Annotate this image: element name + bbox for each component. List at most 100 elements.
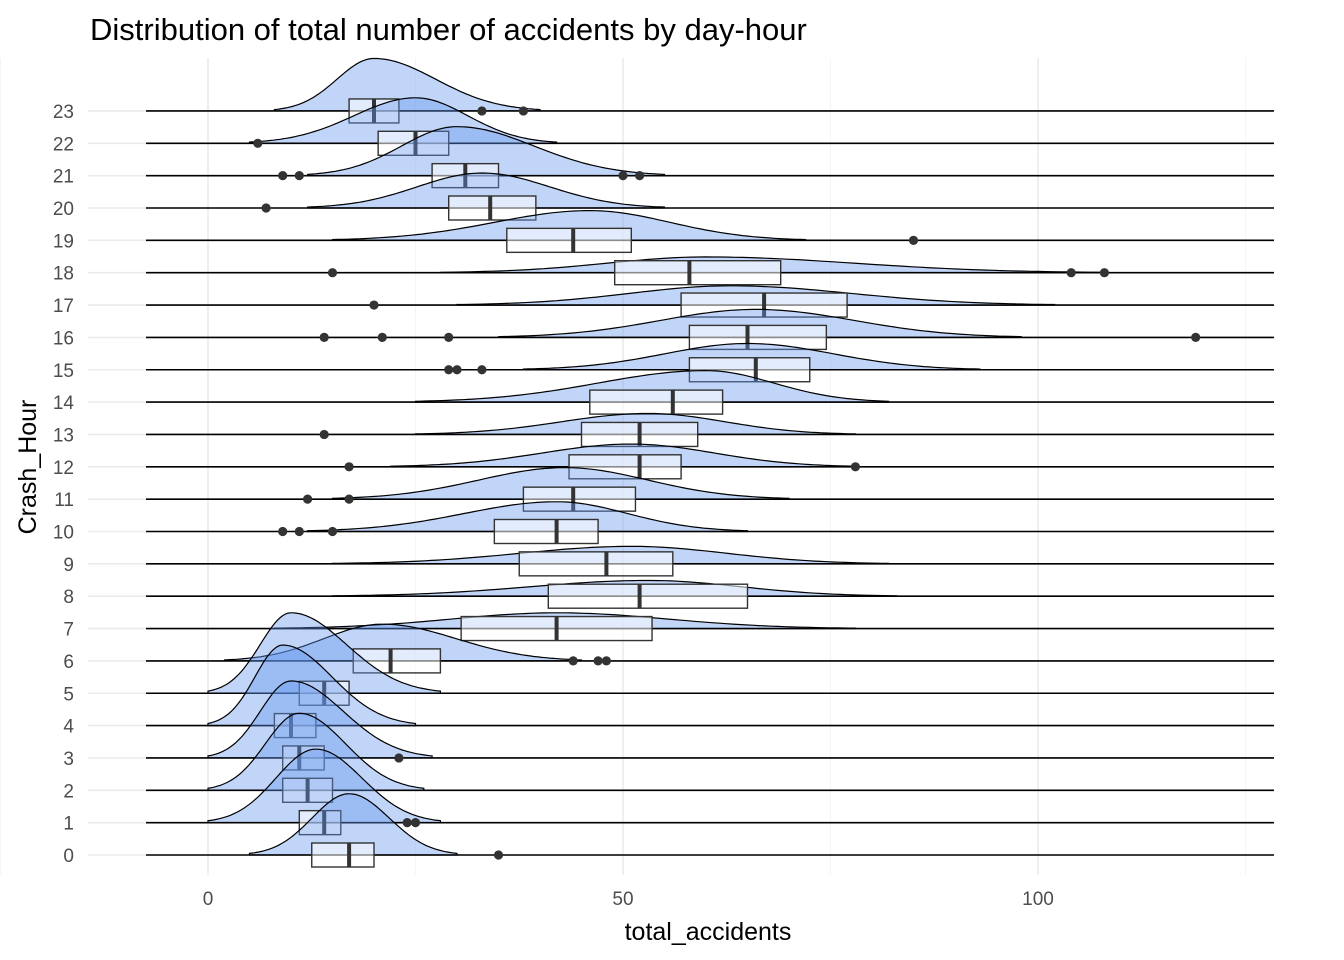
- y-tick-label: 14: [53, 393, 75, 414]
- ridge-hour-11: [146, 467, 1274, 512]
- y-tick-label: 19: [53, 231, 74, 252]
- y-tick-label: 11: [54, 490, 74, 511]
- outlier-point: [1099, 268, 1109, 278]
- y-tick-label: 13: [53, 425, 74, 446]
- boxplot-box: [522, 486, 637, 512]
- ridge-hour-5: [146, 612, 1274, 706]
- outlier-point: [327, 268, 338, 278]
- y-tick-label: 17: [53, 296, 74, 317]
- boxplot-box: [614, 260, 782, 286]
- ridge-hour-16: [146, 308, 1274, 351]
- y-tick-label: 9: [63, 555, 74, 576]
- y-tick-label: 0: [63, 846, 74, 867]
- boxplot-box: [547, 583, 749, 609]
- outlier-point: [568, 656, 578, 666]
- outlier-point: [850, 462, 861, 472]
- ridge-hour-0: [146, 793, 1274, 868]
- ridge-hour-22: [146, 97, 1274, 157]
- x-tick-label: 50: [612, 889, 633, 910]
- ridge-hour-4: [146, 644, 1274, 739]
- outlier-point: [518, 106, 529, 116]
- density-ridge: [207, 644, 417, 727]
- density-ridge: [307, 172, 666, 209]
- outlier-point: [477, 106, 487, 116]
- outlier-point: [618, 171, 628, 181]
- boxplot-box: [448, 195, 537, 221]
- outlier-point: [327, 526, 338, 537]
- outlier-point: [303, 494, 313, 504]
- y-tick-label: 7: [63, 620, 74, 641]
- boxplot-box: [282, 745, 325, 771]
- y-tick-label: 22: [53, 134, 74, 155]
- density-ridge: [522, 342, 981, 371]
- y-tick-label: 6: [63, 652, 74, 673]
- outlier-point: [294, 526, 304, 537]
- ridge-hour-15: [146, 342, 1274, 383]
- outlier-point: [1066, 268, 1076, 278]
- outlier-point: [452, 365, 462, 375]
- y-tick-label: 23: [53, 102, 74, 123]
- outlier-point: [261, 203, 271, 213]
- y-tick-label: 3: [63, 749, 74, 770]
- outlier-point: [601, 656, 612, 666]
- boxplot-box: [506, 227, 632, 254]
- ridge-hour-1: [146, 748, 1274, 836]
- x-tick-label: 100: [1022, 889, 1054, 910]
- density-ridge: [207, 680, 433, 759]
- x-axis-ticks: 0 50 100: [203, 889, 1054, 910]
- ridge-hour-3: [146, 680, 1274, 771]
- ridge-hour-23: [146, 57, 1274, 124]
- outlier-point: [635, 171, 645, 181]
- ridge-hour-19: [146, 210, 1274, 254]
- x-tick-label: 0: [203, 889, 214, 910]
- x-axis-title: total_accidents: [625, 918, 792, 946]
- outlier-point: [477, 365, 487, 375]
- density-ridge: [207, 612, 441, 694]
- y-tick-label: 8: [63, 587, 74, 608]
- outlier-point: [444, 365, 454, 375]
- outlier-point: [253, 138, 263, 148]
- ridge-hour-2: [146, 712, 1274, 803]
- outlier-point: [294, 171, 304, 181]
- boxplot-box: [518, 551, 674, 577]
- y-tick-label: 18: [53, 264, 74, 285]
- y-tick-label: 20: [53, 199, 74, 220]
- density-ridge: [224, 623, 583, 662]
- boxplot-box: [493, 518, 599, 545]
- outlier-point: [278, 526, 288, 537]
- ridge-hour-21: [146, 126, 1274, 189]
- outlier-point: [593, 656, 603, 666]
- density-ridge: [497, 308, 1022, 338]
- outlier-point: [377, 332, 387, 342]
- density-ridge: [307, 126, 666, 177]
- outlier-point: [444, 332, 454, 342]
- boxplot-box: [377, 130, 450, 157]
- outlier-point: [319, 332, 329, 342]
- outlier-point: [402, 818, 412, 828]
- density-ridge: [273, 57, 541, 112]
- density-ridge: [414, 369, 890, 403]
- y-tick-label: 5: [63, 684, 74, 705]
- ridge-hour-6: [146, 623, 1274, 674]
- boxplot-box: [688, 357, 811, 383]
- outlier-point: [344, 462, 354, 472]
- outlier-point: [394, 753, 404, 763]
- y-tick-label: 1: [63, 814, 74, 835]
- density-ridge: [331, 210, 807, 241]
- ridges: [146, 57, 1274, 868]
- density-ridge: [331, 467, 790, 500]
- density-ridge: [307, 501, 749, 533]
- ridge-hour-20: [146, 172, 1274, 221]
- ridge-hour-17: [146, 285, 1274, 318]
- ridge-hour-14: [146, 369, 1274, 415]
- density-ridge: [248, 97, 558, 144]
- outlier-point: [908, 235, 919, 245]
- y-tick-label: 4: [63, 717, 74, 738]
- outlier-point: [1191, 332, 1201, 342]
- outlier-point: [319, 429, 329, 440]
- boxplot-box: [298, 809, 342, 836]
- density-ridge: [207, 748, 441, 824]
- outlier-point: [493, 850, 504, 860]
- y-tick-label: 21: [53, 167, 74, 188]
